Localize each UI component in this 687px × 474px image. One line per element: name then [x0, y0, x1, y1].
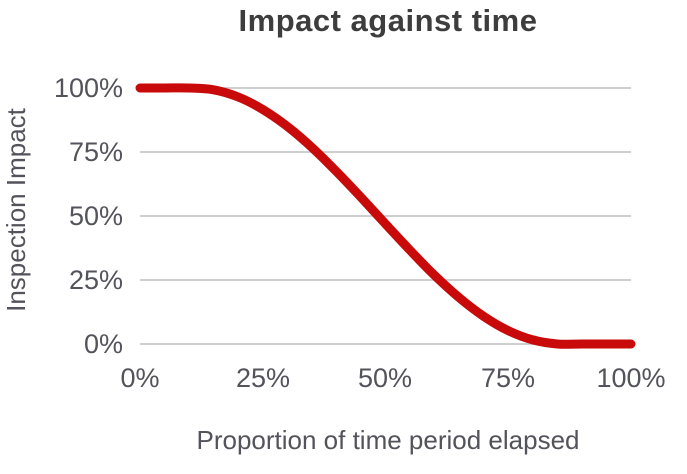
y-tick-label-100: 100%	[53, 73, 123, 103]
y-tick-label-25: 25%	[68, 265, 123, 295]
y-tick-label-50: 50%	[68, 201, 123, 231]
x-tick-label-0: 0%	[120, 363, 160, 393]
x-tick-label-25: 25%	[235, 363, 291, 393]
y-tick-label-0: 0%	[83, 329, 123, 359]
x-tick-label-100: 100%	[596, 363, 666, 393]
chart-title: Impact against time	[238, 3, 538, 38]
gridlines	[140, 87, 631, 345]
x-tick-label-50: 50%	[357, 363, 413, 393]
x-axis-title: Proportion of time period elapsed	[196, 425, 580, 455]
x-tick-label-75: 75%	[480, 363, 536, 393]
y-tick-label-75: 75%	[68, 137, 123, 167]
impact-curve	[135, 83, 636, 349]
